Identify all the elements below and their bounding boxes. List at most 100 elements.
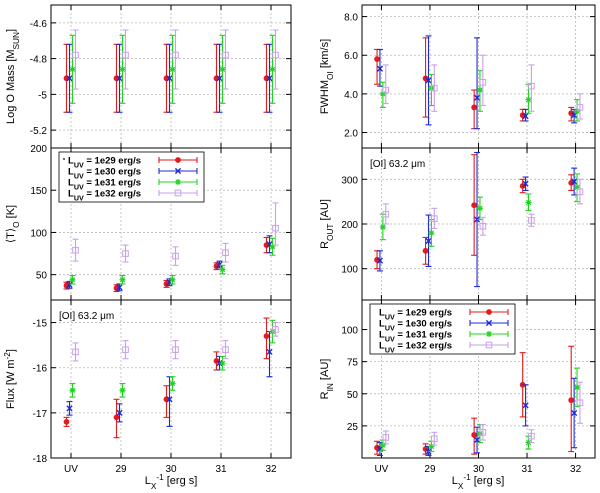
grid-lines [51,5,291,148]
x-axis-labels: LX-1 [erg s] LX-1 [erg s] [145,473,505,491]
x-tick-label: UV [64,464,78,475]
data-point [528,432,535,440]
data-point [172,51,179,59]
data-point [172,252,179,260]
panel-oxygen-mass: -5.2 -5 -4.8 -4.6 Log O Mass [MSUN] [5,4,292,149]
series-1e32 [382,54,584,120]
label-part-sup: -2 [3,352,12,360]
axis-ticks: 50 100 150 200 [30,144,291,300]
label-part-tail: ] [194,475,197,487]
legend-point-marker [63,158,65,160]
legend-text-pre: L [379,319,385,330]
data-point [571,112,578,119]
series-1e32 [382,178,584,236]
data-point [216,75,223,82]
legend-marker [485,341,493,349]
data-point [522,402,529,409]
axis-ticks: 100 200 300 [341,148,595,300]
y-tick-label: 75 [347,358,359,369]
series-1e29 [374,154,575,270]
legend-text-sub: UV [74,195,84,203]
data-point [169,276,176,283]
data-point [479,222,487,230]
data-point [431,215,438,222]
y-tick-label: 200 [30,144,47,155]
legend-marker [486,309,492,315]
data-point [473,436,481,444]
legend-text-sub: UV [385,314,395,322]
label-part-post: ] [5,349,17,352]
data-point [428,229,435,236]
y-tick-label: 4.0 [344,90,358,101]
data-point [222,249,229,257]
legend-text-pre: L [379,341,385,352]
series-1e29 [63,317,270,439]
y-axis-label: RIN [AU] [319,359,335,400]
y-tick-label: -5 [38,90,47,101]
data-point [379,224,386,231]
data-point [571,409,578,417]
panel-flux-oi: -18 -17 -16 -15 UV 29 30 31 32 Flux [W m-2] [OI] 6… [3,299,292,475]
data-point [69,387,76,394]
legend-text-post: = 1e32 erg/s [84,189,141,200]
data-point [471,431,478,438]
y-tick-label: -4.6 [30,19,48,30]
label-part-post: [K] [5,205,17,222]
data-point [219,266,226,273]
series-1e31 [379,367,581,453]
legend-entry-label: LUV = 1e31 erg/s [68,178,141,192]
data-point [219,66,226,73]
legend-text-sub: UV [385,325,395,333]
data-point [382,434,390,441]
legend-marker [174,189,182,197]
data-point [266,75,273,82]
series-1e30 [376,377,578,456]
data-point [222,51,229,59]
legend-marker [175,179,181,185]
data-point [69,66,76,73]
data-point [166,75,173,82]
x-tick-label: 31 [215,464,227,475]
legend-text-sub: UV [385,347,395,355]
data-point [263,333,270,340]
data-point [479,78,487,86]
data-point [471,202,478,209]
x-axis-label-left: LX-1 [erg s] [145,473,198,491]
panel-annotation: [OI] 63.2 μm [370,159,425,170]
data-point [525,96,532,103]
legend-marker [175,157,181,163]
data-point [525,199,532,206]
y-axis-label: ⟨T⟩O [K] [5,205,21,243]
legend-text-sub: UV [74,184,84,192]
legend-entry-label: LUV = 1e30 erg/s [379,319,452,333]
data-point [379,90,386,97]
plot-frame [50,299,292,459]
x-tick-label: 32 [265,464,277,475]
data-point [574,108,581,115]
x-axis-label-right: LX-1 [erg s] [452,473,505,491]
data-point [431,435,438,443]
data-point [72,246,79,254]
label-part-tail: ] [501,475,504,487]
series-1e31 [379,70,581,122]
data-point [574,184,581,191]
data-point [269,243,276,250]
data-point [166,396,173,403]
label-part-sub: X [151,482,157,491]
series-1e30 [376,35,578,130]
data-point [476,205,483,212]
x-tick-label: 31 [521,464,533,475]
legend-text-pre: L [68,167,74,178]
y-tick-label: 100 [341,326,358,337]
label-part-sub: OUT [326,224,335,241]
data-point [169,380,176,387]
y-axis-label: Flux [W m-2] [3,349,18,409]
x-tick-label: 29 [424,464,436,475]
y-tick-label: -16 [33,364,48,375]
data-point [576,399,584,407]
data-point [266,348,273,356]
y-tick-label: 300 [341,175,358,186]
